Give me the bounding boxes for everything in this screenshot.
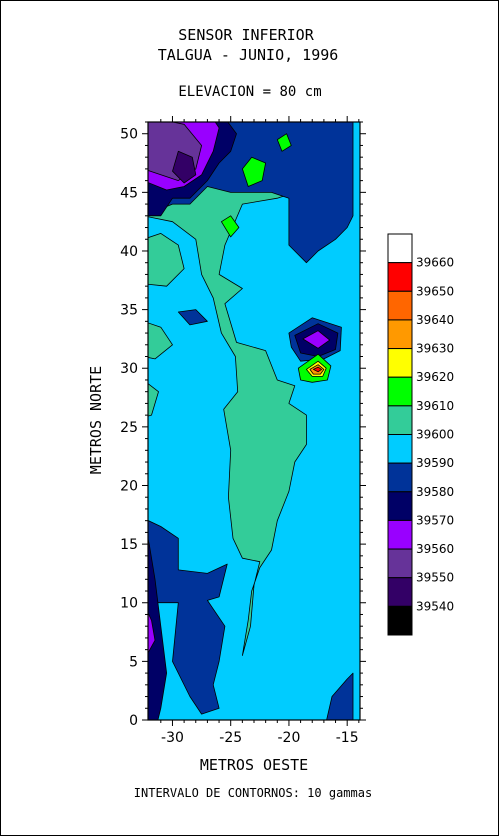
x-axis-label: METROS OESTE <box>200 756 308 774</box>
y-tick-label: 5 <box>129 654 138 670</box>
region-blue-southwest <box>148 520 228 715</box>
legend-swatch <box>387 605 413 636</box>
y-tick-label: 25 <box>120 420 138 436</box>
legend-label: 39640 <box>416 313 454 327</box>
legend-label: 39660 <box>416 256 454 270</box>
legend-swatch <box>387 262 413 292</box>
y-tick-label: 35 <box>120 303 138 319</box>
legend-swatch <box>387 376 413 407</box>
region-green-high-n2 <box>221 215 240 238</box>
axis-ticks: -30 -25 -20 -15 0 5 10 15 20 25 30 35 40 45 50 <box>120 116 366 746</box>
x-tick-label: -25 <box>219 730 242 746</box>
region-green-band <box>148 122 313 656</box>
legend-label: 39550 <box>416 571 454 585</box>
legend-label: 39610 <box>416 399 454 413</box>
chart-subtitle: TALGUA - JUNIO, 1996 <box>158 46 339 64</box>
y-tick-label: 45 <box>120 185 138 201</box>
legend-label: 39540 <box>416 599 454 613</box>
legend-label: 39580 <box>416 485 454 499</box>
chart-elevation: ELEVACION = 80 cm <box>178 84 321 100</box>
x-tick-label: -30 <box>161 730 184 746</box>
y-tick-label: 15 <box>120 537 138 553</box>
y-tick-label: 30 <box>120 361 138 377</box>
region-green-west-2 <box>148 322 173 360</box>
legend-label: 39600 <box>416 428 454 442</box>
legend-swatch <box>387 434 413 464</box>
chart-title: SENSOR INFERIOR <box>178 26 314 44</box>
contour-interval-note: INTERVALO DE CONTORNOS: 10 gammas <box>134 786 372 800</box>
legend-swatch <box>387 548 413 579</box>
region-green-high-n1 <box>242 156 266 187</box>
legend-swatch <box>387 577 413 607</box>
y-tick-label: 50 <box>120 127 138 143</box>
region-green-west <box>148 233 185 287</box>
legend-swatch <box>387 519 413 550</box>
legend-label: 39590 <box>416 456 454 470</box>
legend-swatch <box>387 491 413 521</box>
legend-label: 39650 <box>416 284 454 298</box>
y-tick-label: 10 <box>120 596 138 612</box>
y-tick-label: 40 <box>120 244 138 260</box>
region-dark-north <box>172 150 197 184</box>
region-blue-southeast <box>326 672 354 720</box>
y-axis-label: METROS NORTE <box>87 366 105 474</box>
legend: 39660 39650 39640 39630 39620 39610 39600 39590… <box>387 233 454 636</box>
legend-swatch <box>387 290 413 321</box>
region-green-high-n3 <box>276 133 292 152</box>
legend-swatch <box>387 462 413 493</box>
legend-swatch <box>387 233 413 264</box>
legend-label: 39570 <box>416 513 454 527</box>
legend-swatch <box>387 348 413 378</box>
region-red-high <box>313 366 322 373</box>
region-green-west-3 <box>148 383 159 417</box>
legend-label: 39620 <box>416 370 454 384</box>
x-tick-label: -15 <box>336 730 359 746</box>
y-tick-label: 0 <box>129 713 138 729</box>
plot-area <box>148 122 360 720</box>
legend-swatch <box>387 319 413 350</box>
legend-swatch <box>387 405 413 436</box>
legend-label: 39560 <box>416 542 454 556</box>
x-tick-label: -20 <box>278 730 301 746</box>
region-purple-sw <box>148 611 156 654</box>
region-navy-sw <box>148 537 167 720</box>
legend-label: 39630 <box>416 342 454 356</box>
region-purple-high <box>302 330 331 349</box>
region-blue-nw-blob <box>177 309 208 326</box>
y-tick-label: 20 <box>120 478 138 494</box>
